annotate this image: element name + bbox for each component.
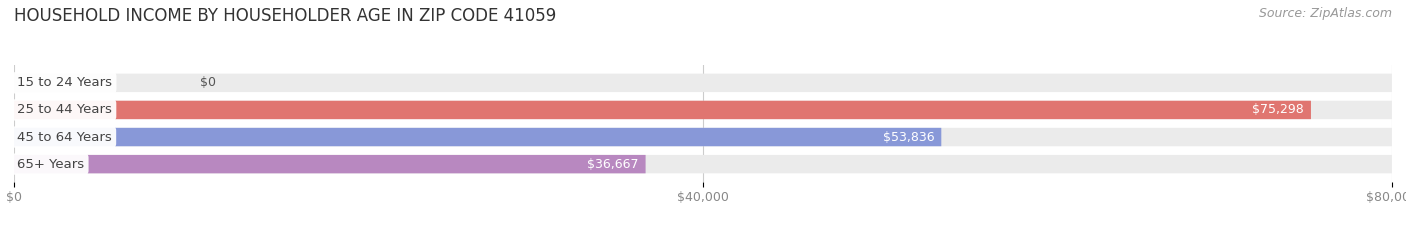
Text: 45 to 64 Years: 45 to 64 Years — [17, 130, 111, 144]
FancyBboxPatch shape — [14, 128, 941, 146]
Text: 25 to 44 Years: 25 to 44 Years — [17, 103, 111, 116]
Text: Source: ZipAtlas.com: Source: ZipAtlas.com — [1258, 7, 1392, 20]
FancyBboxPatch shape — [14, 155, 645, 173]
Text: $53,836: $53,836 — [883, 130, 935, 144]
FancyBboxPatch shape — [14, 101, 1392, 119]
Text: $0: $0 — [200, 76, 217, 89]
FancyBboxPatch shape — [14, 128, 1392, 146]
Text: HOUSEHOLD INCOME BY HOUSEHOLDER AGE IN ZIP CODE 41059: HOUSEHOLD INCOME BY HOUSEHOLDER AGE IN Z… — [14, 7, 557, 25]
Text: $75,298: $75,298 — [1253, 103, 1305, 116]
Text: $36,667: $36,667 — [588, 158, 638, 171]
FancyBboxPatch shape — [14, 155, 1392, 173]
Text: 15 to 24 Years: 15 to 24 Years — [17, 76, 112, 89]
FancyBboxPatch shape — [14, 74, 1392, 92]
FancyBboxPatch shape — [14, 101, 1310, 119]
Text: 65+ Years: 65+ Years — [17, 158, 84, 171]
